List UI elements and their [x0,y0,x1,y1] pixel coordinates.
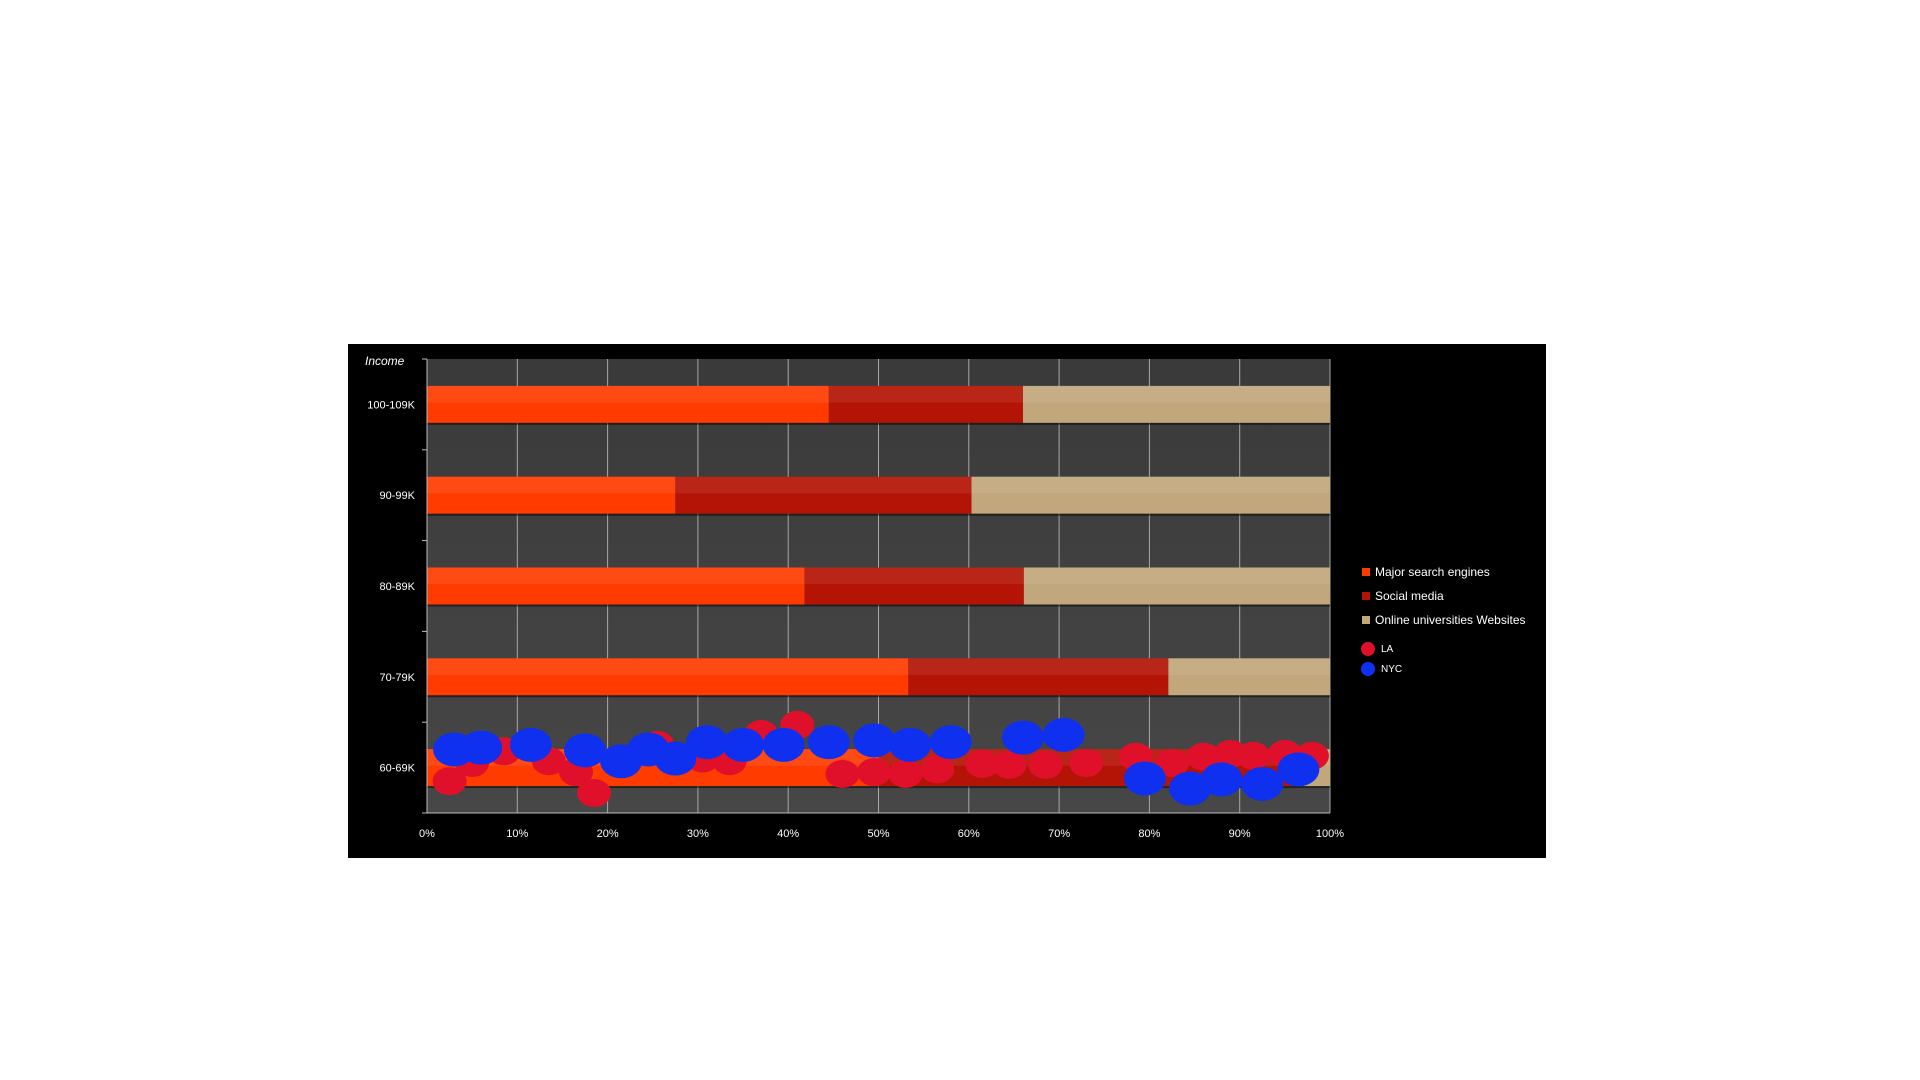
bar-segment-highlight [1023,567,1330,585]
scatter-point-nyc [1169,771,1212,806]
y-tick-label: 80-89K [380,581,416,593]
bar-segment-highlight [427,385,829,403]
scatter-point-la [1028,750,1063,779]
legend-label: LA [1381,644,1394,655]
scatter-point-la [577,779,612,808]
legend-marker [1361,662,1375,676]
y-tick-label: 90-99K [380,490,416,502]
bar-segment [1022,385,1330,423]
scatter-point-nyc [807,725,850,760]
bar-segment [427,658,909,696]
x-tick-label: 20% [597,828,619,840]
x-tick-label: 80% [1138,828,1160,840]
scatter-point-la [856,758,891,787]
scatter-point-nyc [1241,766,1284,801]
scatter-point-nyc [1042,717,1085,752]
legend-swatch [1362,616,1370,624]
scatter-point-nyc [1001,720,1044,755]
scatter-point-nyc [685,725,728,760]
scatter-point-nyc [1200,762,1243,797]
scatter-point-nyc [762,727,805,762]
scatter-point-la [432,767,467,796]
bar-segment-highlight [908,658,1169,675]
legend-label: Social media [1375,589,1444,603]
bar-segment [427,567,805,605]
scatter-point-nyc [889,727,932,762]
legend-label: Online universities Websites [1375,613,1526,627]
bar-segment [1168,658,1330,696]
bar-segment [828,385,1023,423]
x-tick-label: 50% [867,828,889,840]
bars [427,385,1330,789]
x-tick-label: 40% [777,828,799,840]
chart-panel: 0% 10% 20% 30% 40% 50% 60% 70% 80% 90% 100% 100-109… [348,344,1546,858]
scatter-point-la [1236,741,1271,770]
x-tick-label: 60% [958,828,980,840]
scatter-point-nyc [460,730,503,765]
scatter-point-la [965,749,1000,778]
bar-segment [908,658,1169,696]
bar-segment-highlight [427,567,805,585]
scatter-point-nyc [564,733,607,768]
bar-segment-highlight [1168,658,1330,675]
x-tick-label: 90% [1229,828,1251,840]
y-tick-label: 60-69K [380,763,416,775]
legend-swatch [1362,592,1370,600]
bar-segment-highlight [1022,385,1330,403]
legend-swatch [1362,568,1370,576]
x-tick-label: 10% [506,828,528,840]
scatter-point-la [1186,742,1221,771]
scatter-point-nyc [929,725,972,760]
bar-segment-highlight [427,476,676,494]
x-tick-label: 70% [1048,828,1070,840]
scatter-point-nyc [654,741,697,776]
bar-segment [1023,567,1330,605]
bar-segment [427,385,829,423]
scatter-point-nyc [722,727,765,762]
legend-label: Major search engines [1375,565,1490,579]
legend-label: NYC [1381,664,1402,675]
scatter-point-nyc [509,727,552,762]
legend: Major search engines Social media Online u… [1361,565,1526,676]
bar-segment [675,476,972,514]
legend-marker [1361,642,1375,656]
scatter-point-la [825,759,860,788]
bar-segment [971,476,1330,514]
scatter-point-la [920,755,955,784]
bar-segment-highlight [971,476,1330,494]
bar-segment-highlight [675,476,972,494]
y-axis-title: Income [365,354,405,368]
overlay-points [432,710,1329,808]
y-tick-label: 100-109K [367,399,415,411]
scatter-point-la [888,759,923,788]
scatter-point-la [1069,749,1104,778]
x-tick-label: 0% [419,828,435,840]
scatter-point-nyc [1123,761,1166,796]
bar-segment-highlight [427,658,909,675]
scatter-point-la [992,750,1027,779]
scatter-point-la [1154,749,1189,778]
y-tick-label: 70-79K [380,672,416,684]
bar-segment [804,567,1024,605]
x-tick-label: 100% [1316,828,1344,840]
income-stacked-bar-chart: 0% 10% 20% 30% 40% 50% 60% 70% 80% 90% 100% 100-109… [365,354,1526,840]
bar-segment-highlight [828,385,1023,403]
x-tick-label: 30% [687,828,709,840]
axes: 0% 10% 20% 30% 40% 50% 60% 70% 80% 90% 100% 100-109… [367,358,1344,840]
scatter-point-nyc [852,723,895,758]
bar-segment [427,476,676,514]
scatter-point-nyc [1277,752,1320,787]
bar-segment-highlight [804,567,1024,585]
